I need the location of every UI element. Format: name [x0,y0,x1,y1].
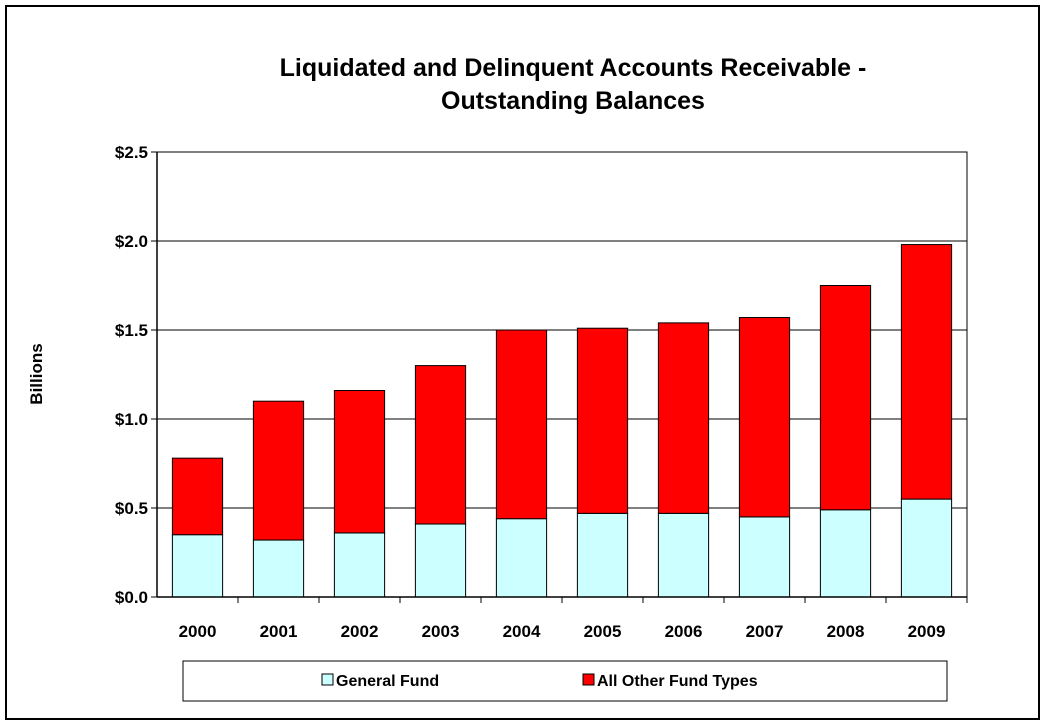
legend-label-other-fund: All Other Fund Types [597,673,758,690]
x-tick-label: 2002 [341,622,379,641]
y-tick-label: $1.5 [115,321,148,340]
bar-other-fund-2005 [576,327,629,514]
bar-other-fund-2008 [819,285,872,511]
bar-general-fund-2006 [657,512,710,598]
bar-layer [171,244,953,598]
legend-label-general-fund: General Fund [336,673,439,690]
bar-other-fund-2007 [738,317,791,518]
x-tick-label: 2008 [827,622,865,641]
chart-title-line2: Outstanding Balances [441,87,705,115]
x-tick-label: 2004 [503,622,541,641]
legend: General Fund All Other Fund Types [182,660,948,702]
x-tick-label: 2009 [908,622,946,641]
chart-title-line1: Liquidated and Delinquent Accounts Recei… [280,54,867,82]
y-tick-label: $0.0 [115,588,148,607]
bar-general-fund-2003 [414,523,467,598]
bar-other-fund-2001 [252,400,305,541]
bar-other-fund-2003 [414,365,467,525]
bar-general-fund-2001 [252,539,305,598]
bar-other-fund-2006 [657,322,710,514]
axis-layer: $0.0 $0.5 $1.0 $1.5 $2.0 $2.5 2000 2001 2002 2003… [115,143,968,641]
bar-general-fund-2007 [738,516,791,598]
legend-swatch-general-fund [321,673,334,686]
bar-other-fund-2004 [495,329,548,520]
x-tick-label: 2001 [260,622,298,641]
bar-general-fund-2009 [900,498,953,598]
bar-general-fund-2000 [171,534,224,598]
x-tick-label: 2003 [422,622,460,641]
y-tick-label: $2.0 [115,232,148,251]
bar-general-fund-2002 [333,532,386,598]
x-tick-label: 2007 [746,622,784,641]
bar-general-fund-2008 [819,509,872,598]
y-axis-title: Billions [27,343,46,404]
legend-swatch-other-fund [582,673,595,686]
bar-general-fund-2004 [495,518,548,598]
x-tick-label: 2006 [665,622,703,641]
y-tick-label: $2.5 [115,143,148,162]
y-tick-label: $0.5 [115,499,148,518]
bar-general-fund-2005 [576,512,629,598]
x-tick-label: 2000 [179,622,217,641]
legend-box [182,660,948,702]
bar-other-fund-2000 [171,457,224,536]
y-tick-label: $1.0 [115,410,148,429]
bar-other-fund-2002 [333,390,386,534]
x-tick-label: 2005 [584,622,622,641]
bar-other-fund-2009 [900,244,953,500]
